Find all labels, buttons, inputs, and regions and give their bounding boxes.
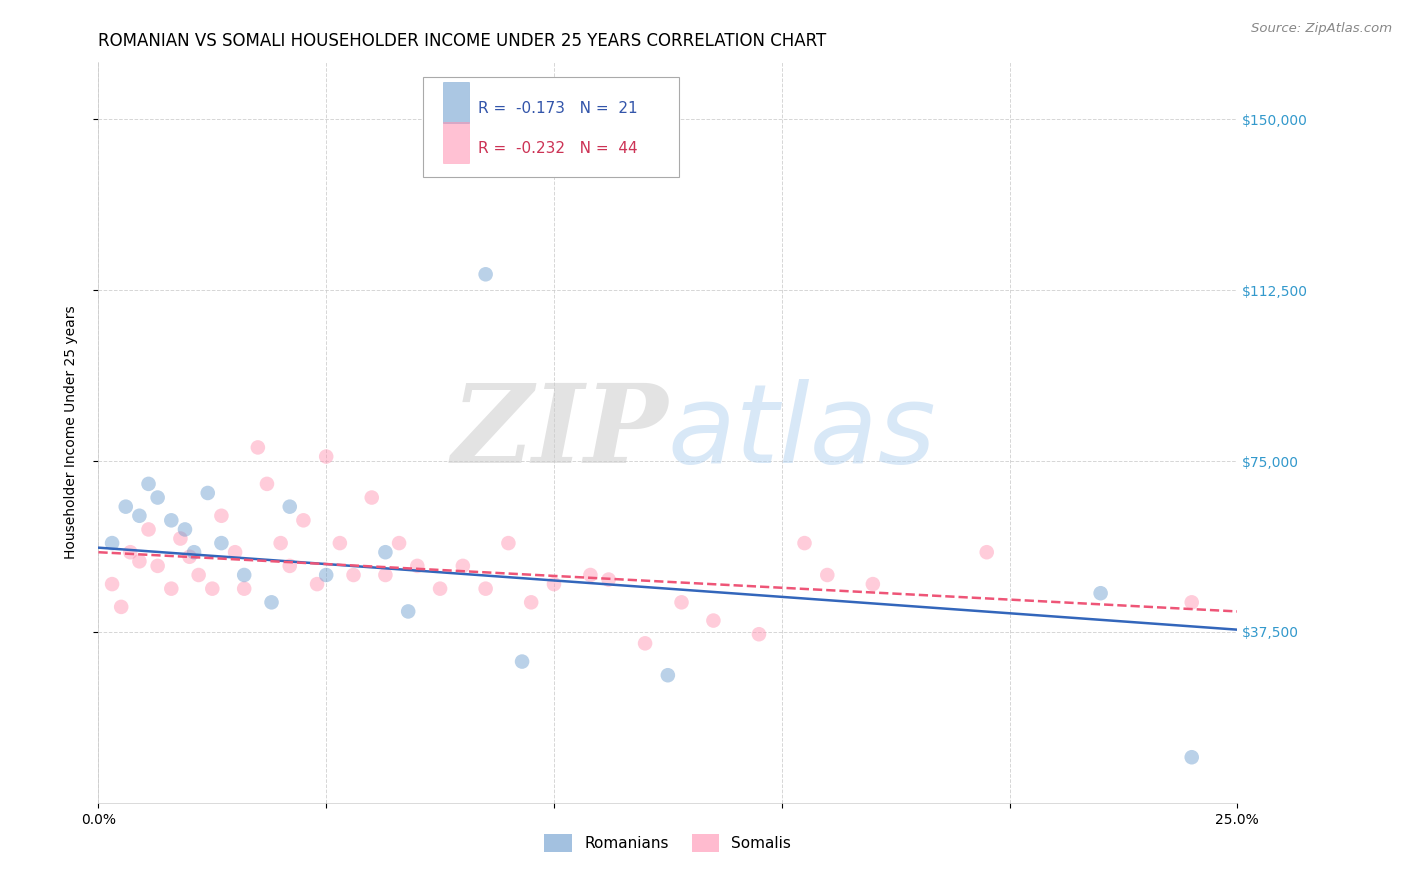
Point — [374, 568, 396, 582]
Point — [224, 545, 246, 559]
Point — [793, 536, 815, 550]
Point — [160, 582, 183, 596]
Point — [579, 568, 602, 582]
Point — [315, 450, 337, 464]
Point — [657, 668, 679, 682]
Point — [233, 582, 256, 596]
Point — [342, 568, 364, 582]
Point — [1090, 586, 1112, 600]
Point — [160, 513, 183, 527]
Point — [169, 532, 191, 546]
FancyBboxPatch shape — [443, 82, 468, 123]
Text: ROMANIAN VS SOMALI HOUSEHOLDER INCOME UNDER 25 YEARS CORRELATION CHART: ROMANIAN VS SOMALI HOUSEHOLDER INCOME UN… — [98, 32, 827, 50]
Point — [329, 536, 352, 550]
Point — [128, 508, 150, 523]
Point — [396, 604, 419, 618]
Y-axis label: Householder Income Under 25 years: Householder Income Under 25 years — [63, 306, 77, 559]
Point — [179, 549, 201, 564]
FancyBboxPatch shape — [443, 122, 468, 163]
Point — [862, 577, 884, 591]
Point — [451, 558, 474, 573]
Point — [815, 568, 838, 582]
Text: R =  -0.173   N =  21: R = -0.173 N = 21 — [478, 101, 637, 116]
Point — [128, 554, 150, 568]
Point — [702, 614, 724, 628]
Point — [429, 582, 451, 596]
Point — [209, 508, 232, 523]
Point — [543, 577, 565, 591]
Point — [174, 523, 197, 537]
Point — [307, 577, 329, 591]
Point — [101, 536, 124, 550]
Point — [187, 568, 209, 582]
FancyBboxPatch shape — [423, 78, 679, 178]
Point — [138, 476, 160, 491]
Point — [120, 545, 142, 559]
Point — [138, 523, 160, 537]
Text: Source: ZipAtlas.com: Source: ZipAtlas.com — [1251, 22, 1392, 36]
Text: ZIP: ZIP — [451, 379, 668, 486]
Point — [201, 582, 224, 596]
Point — [101, 577, 124, 591]
Point — [406, 558, 429, 573]
Point — [183, 545, 205, 559]
Point — [976, 545, 998, 559]
Point — [270, 536, 292, 550]
Point — [233, 568, 256, 582]
Point — [292, 513, 315, 527]
Text: atlas: atlas — [668, 379, 936, 486]
Point — [278, 558, 301, 573]
Point — [374, 545, 396, 559]
Point — [114, 500, 136, 514]
Point — [598, 573, 620, 587]
Point — [278, 500, 301, 514]
Point — [1181, 750, 1204, 764]
Point — [510, 655, 533, 669]
Point — [315, 568, 337, 582]
Point — [146, 491, 169, 505]
Point — [748, 627, 770, 641]
Point — [146, 558, 169, 573]
Legend: Romanians, Somalis: Romanians, Somalis — [538, 829, 797, 858]
Point — [474, 582, 496, 596]
Point — [474, 268, 496, 282]
Point — [110, 599, 132, 614]
Point — [246, 441, 269, 455]
Point — [197, 486, 219, 500]
Point — [498, 536, 520, 550]
Text: R =  -0.232   N =  44: R = -0.232 N = 44 — [478, 141, 637, 156]
Point — [1181, 595, 1204, 609]
Point — [256, 476, 278, 491]
Point — [360, 491, 382, 505]
Point — [260, 595, 283, 609]
Point — [520, 595, 543, 609]
Point — [209, 536, 232, 550]
Point — [634, 636, 657, 650]
Point — [671, 595, 693, 609]
Point — [388, 536, 411, 550]
